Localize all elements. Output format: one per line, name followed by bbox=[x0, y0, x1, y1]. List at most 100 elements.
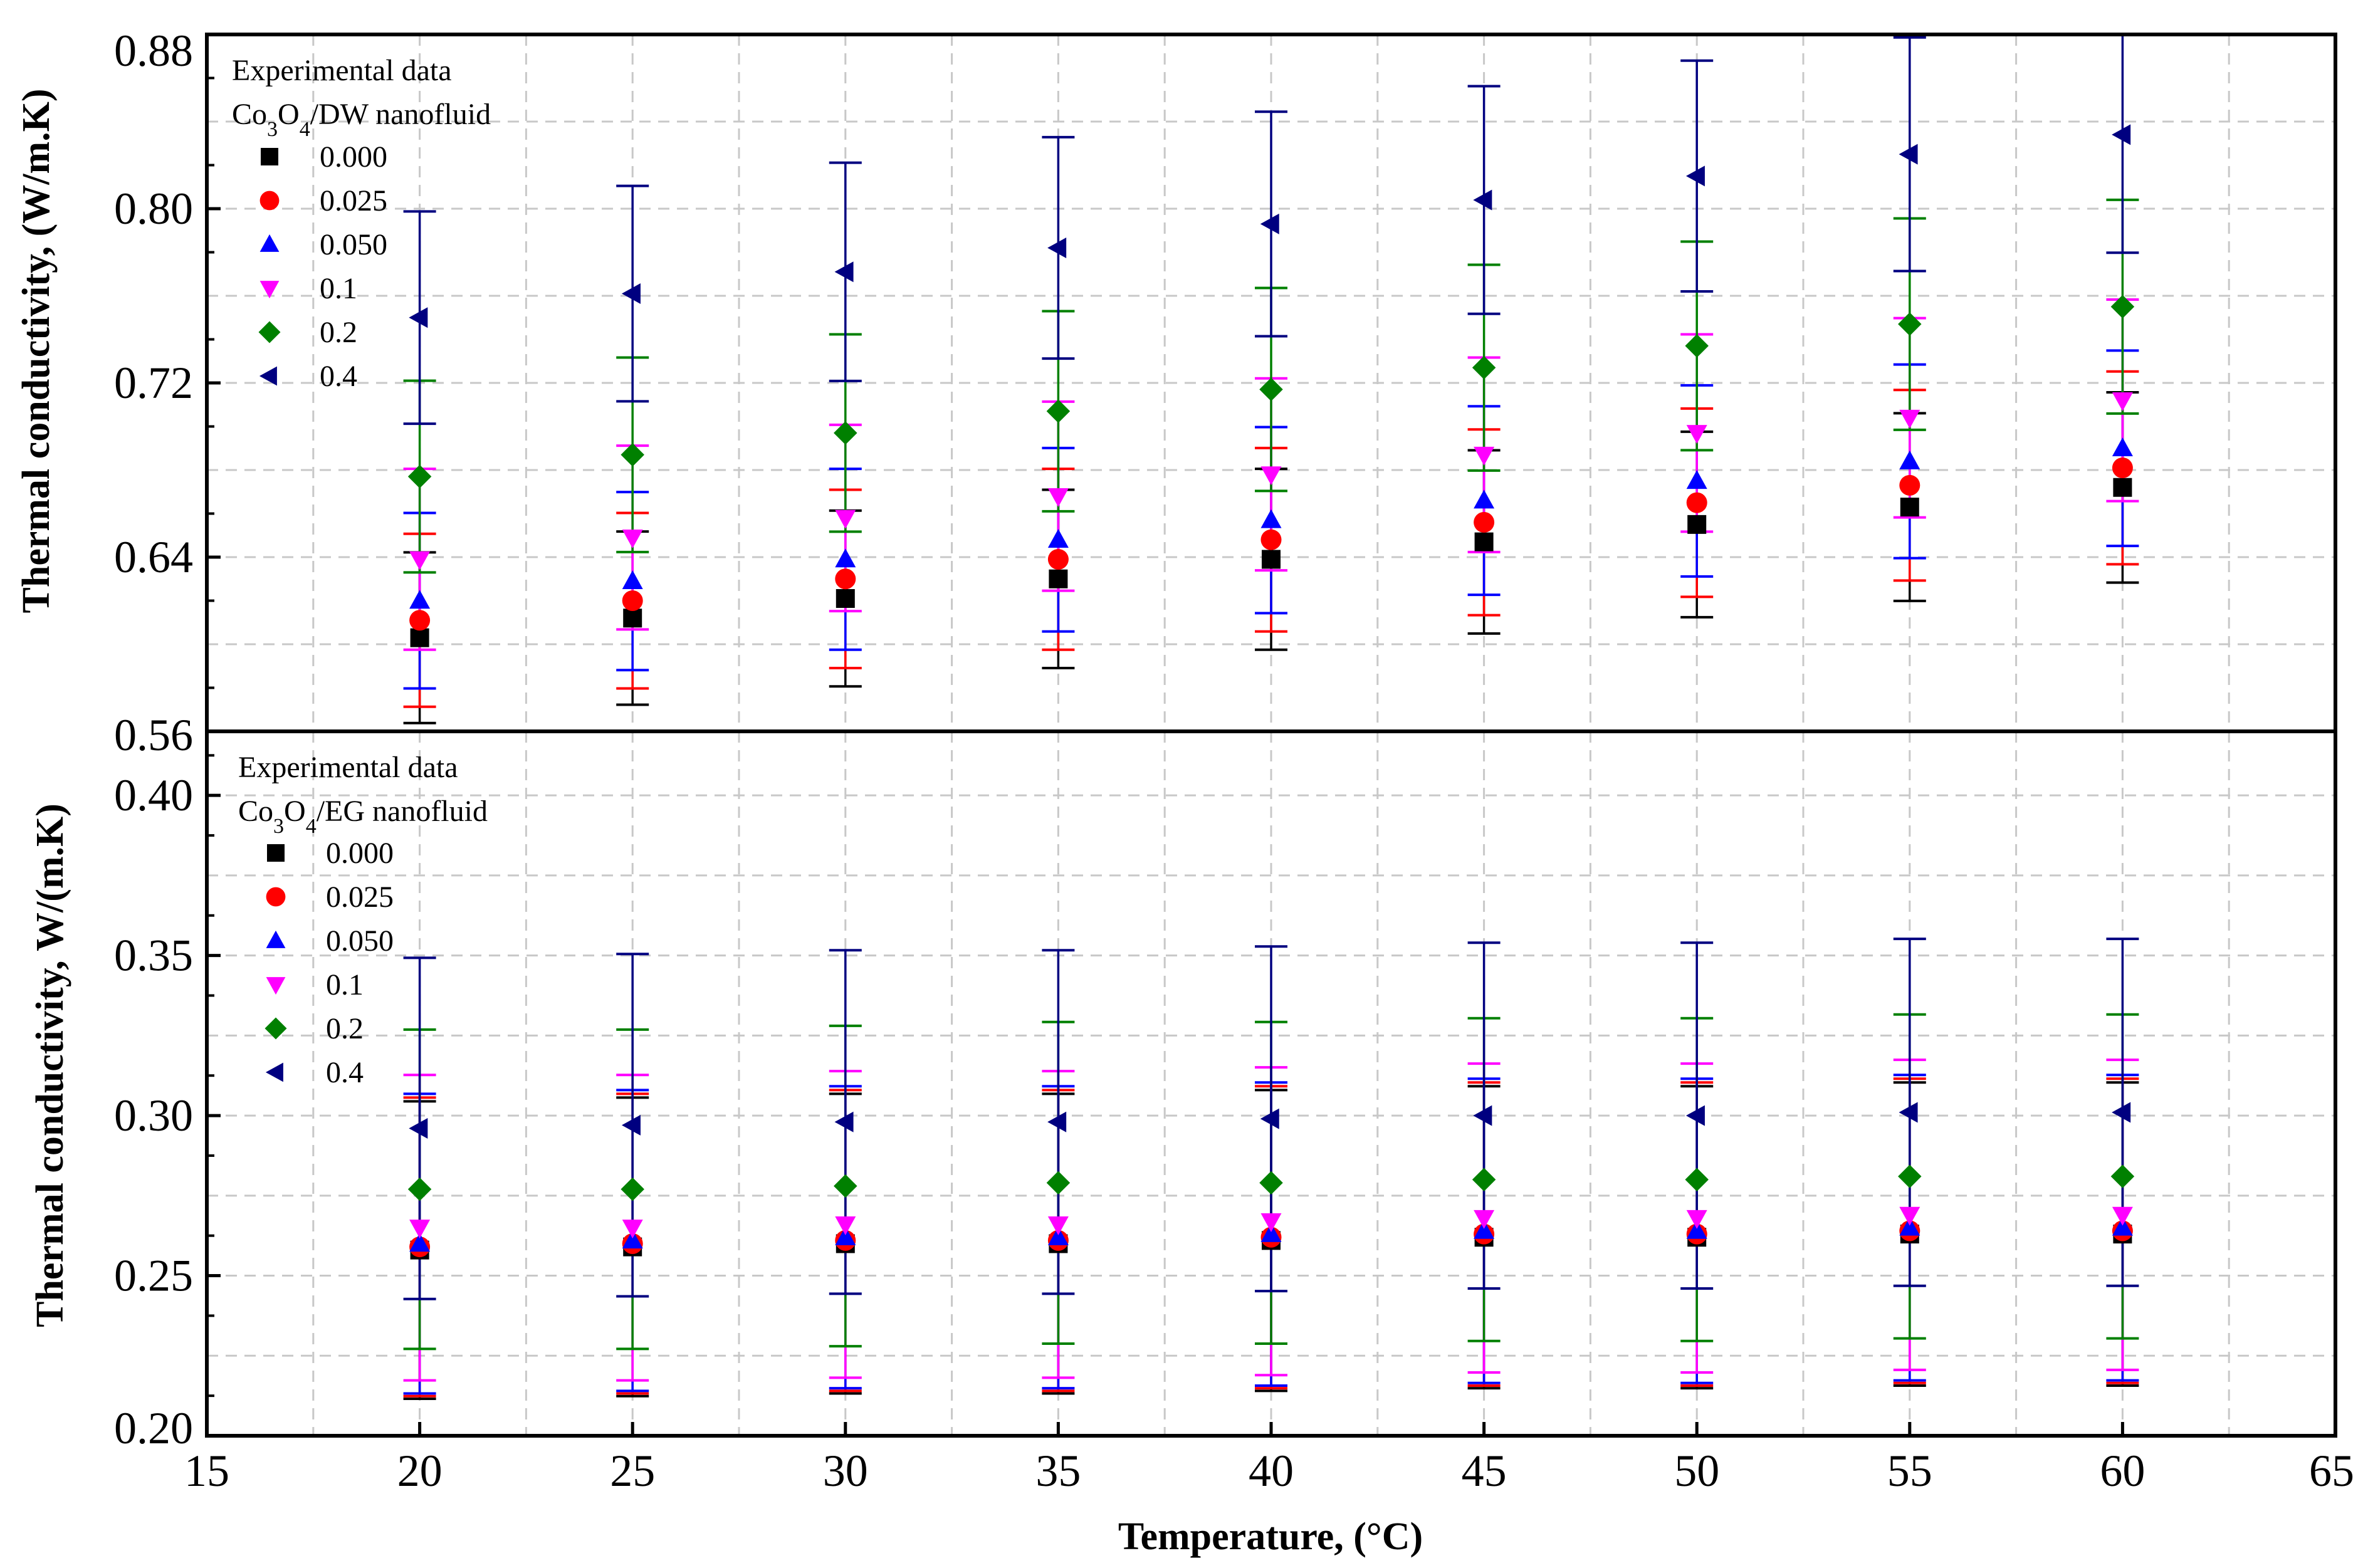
top-legend-marker bbox=[259, 234, 280, 252]
top-point bbox=[1474, 532, 1494, 551]
top-y-tick-label: 0.80 bbox=[114, 184, 193, 234]
top-point bbox=[1685, 334, 1709, 358]
top-legend: Experimental data Co3O4/DW nanofluid 0.0… bbox=[232, 54, 491, 393]
x-axis-title: Temperature, (°C) bbox=[1118, 1515, 1423, 1558]
top-markers-0-025 bbox=[409, 457, 2133, 631]
bottom-point bbox=[409, 1233, 431, 1252]
bottom-series bbox=[403, 938, 2139, 1400]
bottom-legend-label: 0.2 bbox=[326, 1012, 364, 1045]
top-point bbox=[835, 510, 856, 529]
top-point bbox=[2112, 457, 2133, 479]
bottom-point bbox=[407, 1177, 432, 1201]
bottom-point bbox=[834, 1174, 857, 1198]
top-point bbox=[1260, 466, 1282, 486]
x-axis-ticks: 15 20 25 30 35 40 45 50 55 60 65 bbox=[184, 1422, 2354, 1496]
top-point bbox=[623, 609, 642, 628]
top-point bbox=[1686, 425, 1707, 444]
bottom-point bbox=[1047, 1216, 1069, 1236]
top-point bbox=[1260, 529, 1282, 550]
bottom-y-tick-label: 0.40 bbox=[114, 770, 193, 820]
bottom-y-axis-title: Thermal conductivity, W/(m.K) bbox=[29, 803, 71, 1327]
top-legend-marker bbox=[259, 191, 280, 211]
bottom-point bbox=[1898, 1164, 1922, 1188]
top-point bbox=[622, 529, 643, 548]
bottom-legend-marker bbox=[266, 977, 286, 995]
top-legend-subtitle: Co3O4/DW nanofluid bbox=[232, 98, 491, 141]
bottom-point bbox=[1259, 1171, 1283, 1195]
top-y-tick-label: 0.88 bbox=[114, 26, 193, 76]
top-point bbox=[1898, 312, 1922, 336]
top-point bbox=[1049, 569, 1068, 588]
bottom-point bbox=[1472, 1168, 1496, 1192]
bottom-y-tick-label: 0.30 bbox=[114, 1090, 193, 1141]
top-point bbox=[407, 464, 432, 489]
bottom-point bbox=[834, 1111, 854, 1132]
bottom-point bbox=[409, 1118, 428, 1139]
top-legend-marker bbox=[261, 148, 278, 165]
top-point bbox=[1474, 489, 1495, 509]
top-series bbox=[403, 34, 2139, 724]
top-point bbox=[1472, 355, 1496, 380]
top-point bbox=[2112, 392, 2133, 412]
top-point bbox=[1685, 165, 1705, 187]
bottom-legend-subtitle: Co3O4/EG nanofluid bbox=[238, 795, 488, 838]
bottom-markers-0-2 bbox=[407, 1164, 2135, 1201]
x-tick-label: 50 bbox=[1674, 1446, 1719, 1496]
bottom-legend-items: 0.000 0.025 0.050 0.1 0.2 0.4 bbox=[265, 837, 394, 1089]
top-point bbox=[409, 610, 431, 631]
top-point bbox=[621, 442, 644, 467]
bottom-y-tick-label: 0.25 bbox=[114, 1251, 193, 1301]
bottom-point bbox=[2112, 1102, 2131, 1123]
top-legend-items: 0.000 0.025 0.050 0.1 0.2 0.4 bbox=[258, 140, 387, 393]
top-point bbox=[2113, 478, 2132, 497]
top-point bbox=[1474, 446, 1495, 466]
bottom-plot-frame bbox=[205, 729, 2337, 1438]
top-point bbox=[1473, 189, 1492, 211]
bottom-point bbox=[1685, 1105, 1705, 1126]
top-panel: 0.56 0.64 0.72 0.80 0.88 Experimental data C… bbox=[15, 26, 2335, 760]
top-point bbox=[1686, 470, 1707, 489]
bottom-legend-label: 0.000 bbox=[326, 837, 394, 870]
top-point bbox=[409, 551, 431, 570]
bottom-point bbox=[1899, 1102, 1918, 1123]
top-markers-0-000 bbox=[410, 478, 2132, 647]
top-markers-0-1 bbox=[409, 392, 2133, 570]
bottom-point bbox=[621, 1114, 641, 1136]
top-point bbox=[1047, 238, 1067, 259]
bottom-legend-marker bbox=[265, 1017, 287, 1040]
top-y-axis-title: Thermal conductivity, (W/m.K) bbox=[15, 89, 58, 614]
top-point bbox=[834, 261, 854, 283]
bottom-point bbox=[1473, 1105, 1492, 1126]
bottom-markers-0-050 bbox=[409, 1216, 2133, 1252]
bottom-point bbox=[1685, 1168, 1709, 1192]
bottom-y-ticks: 0.20 0.25 0.30 0.35 0.40 bbox=[114, 754, 221, 1453]
bottom-point bbox=[1686, 1210, 1707, 1229]
top-point bbox=[410, 628, 429, 647]
top-point bbox=[1262, 550, 1281, 569]
top-point bbox=[1900, 498, 1919, 517]
bottom-point bbox=[1260, 1108, 1279, 1129]
top-legend-marker bbox=[258, 321, 281, 343]
top-point bbox=[834, 421, 857, 445]
top-point bbox=[2112, 124, 2131, 145]
top-point bbox=[1046, 399, 1071, 423]
bottom-legend-marker bbox=[265, 1062, 283, 1082]
top-legend-label: 0.025 bbox=[320, 184, 387, 217]
bottom-legend-label: 0.025 bbox=[326, 881, 394, 914]
bottom-y-tick-label: 0.20 bbox=[114, 1403, 193, 1453]
bottom-markers-0-4 bbox=[409, 1102, 2131, 1139]
top-point bbox=[1899, 144, 1918, 165]
x-tick-label: 15 bbox=[184, 1446, 229, 1496]
top-point bbox=[622, 570, 643, 589]
bottom-legend-marker bbox=[266, 887, 286, 907]
bottom-point bbox=[622, 1230, 643, 1249]
top-legend-title: Experimental data bbox=[232, 54, 452, 87]
top-legend-label: 0.000 bbox=[320, 140, 387, 174]
top-point bbox=[1899, 409, 1920, 429]
x-tick-label: 65 bbox=[2309, 1446, 2354, 1496]
top-legend-marker bbox=[259, 281, 280, 299]
top-legend-marker bbox=[259, 366, 277, 386]
bottom-legend: Experimental data Co3O4/EG nanofluid 0.0… bbox=[238, 751, 488, 1089]
top-y-tick-label: 0.64 bbox=[114, 532, 193, 582]
